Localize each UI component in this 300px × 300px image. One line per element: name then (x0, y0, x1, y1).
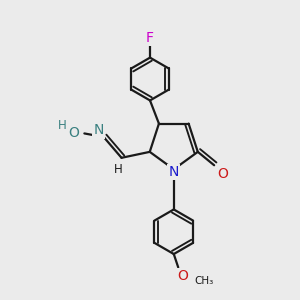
Text: O: O (177, 269, 188, 283)
Text: H: H (114, 163, 122, 176)
Text: N: N (169, 165, 179, 179)
Text: O: O (68, 126, 80, 140)
Text: H: H (58, 118, 66, 132)
Text: O: O (217, 167, 228, 181)
Text: CH₃: CH₃ (195, 276, 214, 286)
Text: N: N (93, 124, 104, 137)
Text: F: F (146, 31, 154, 45)
